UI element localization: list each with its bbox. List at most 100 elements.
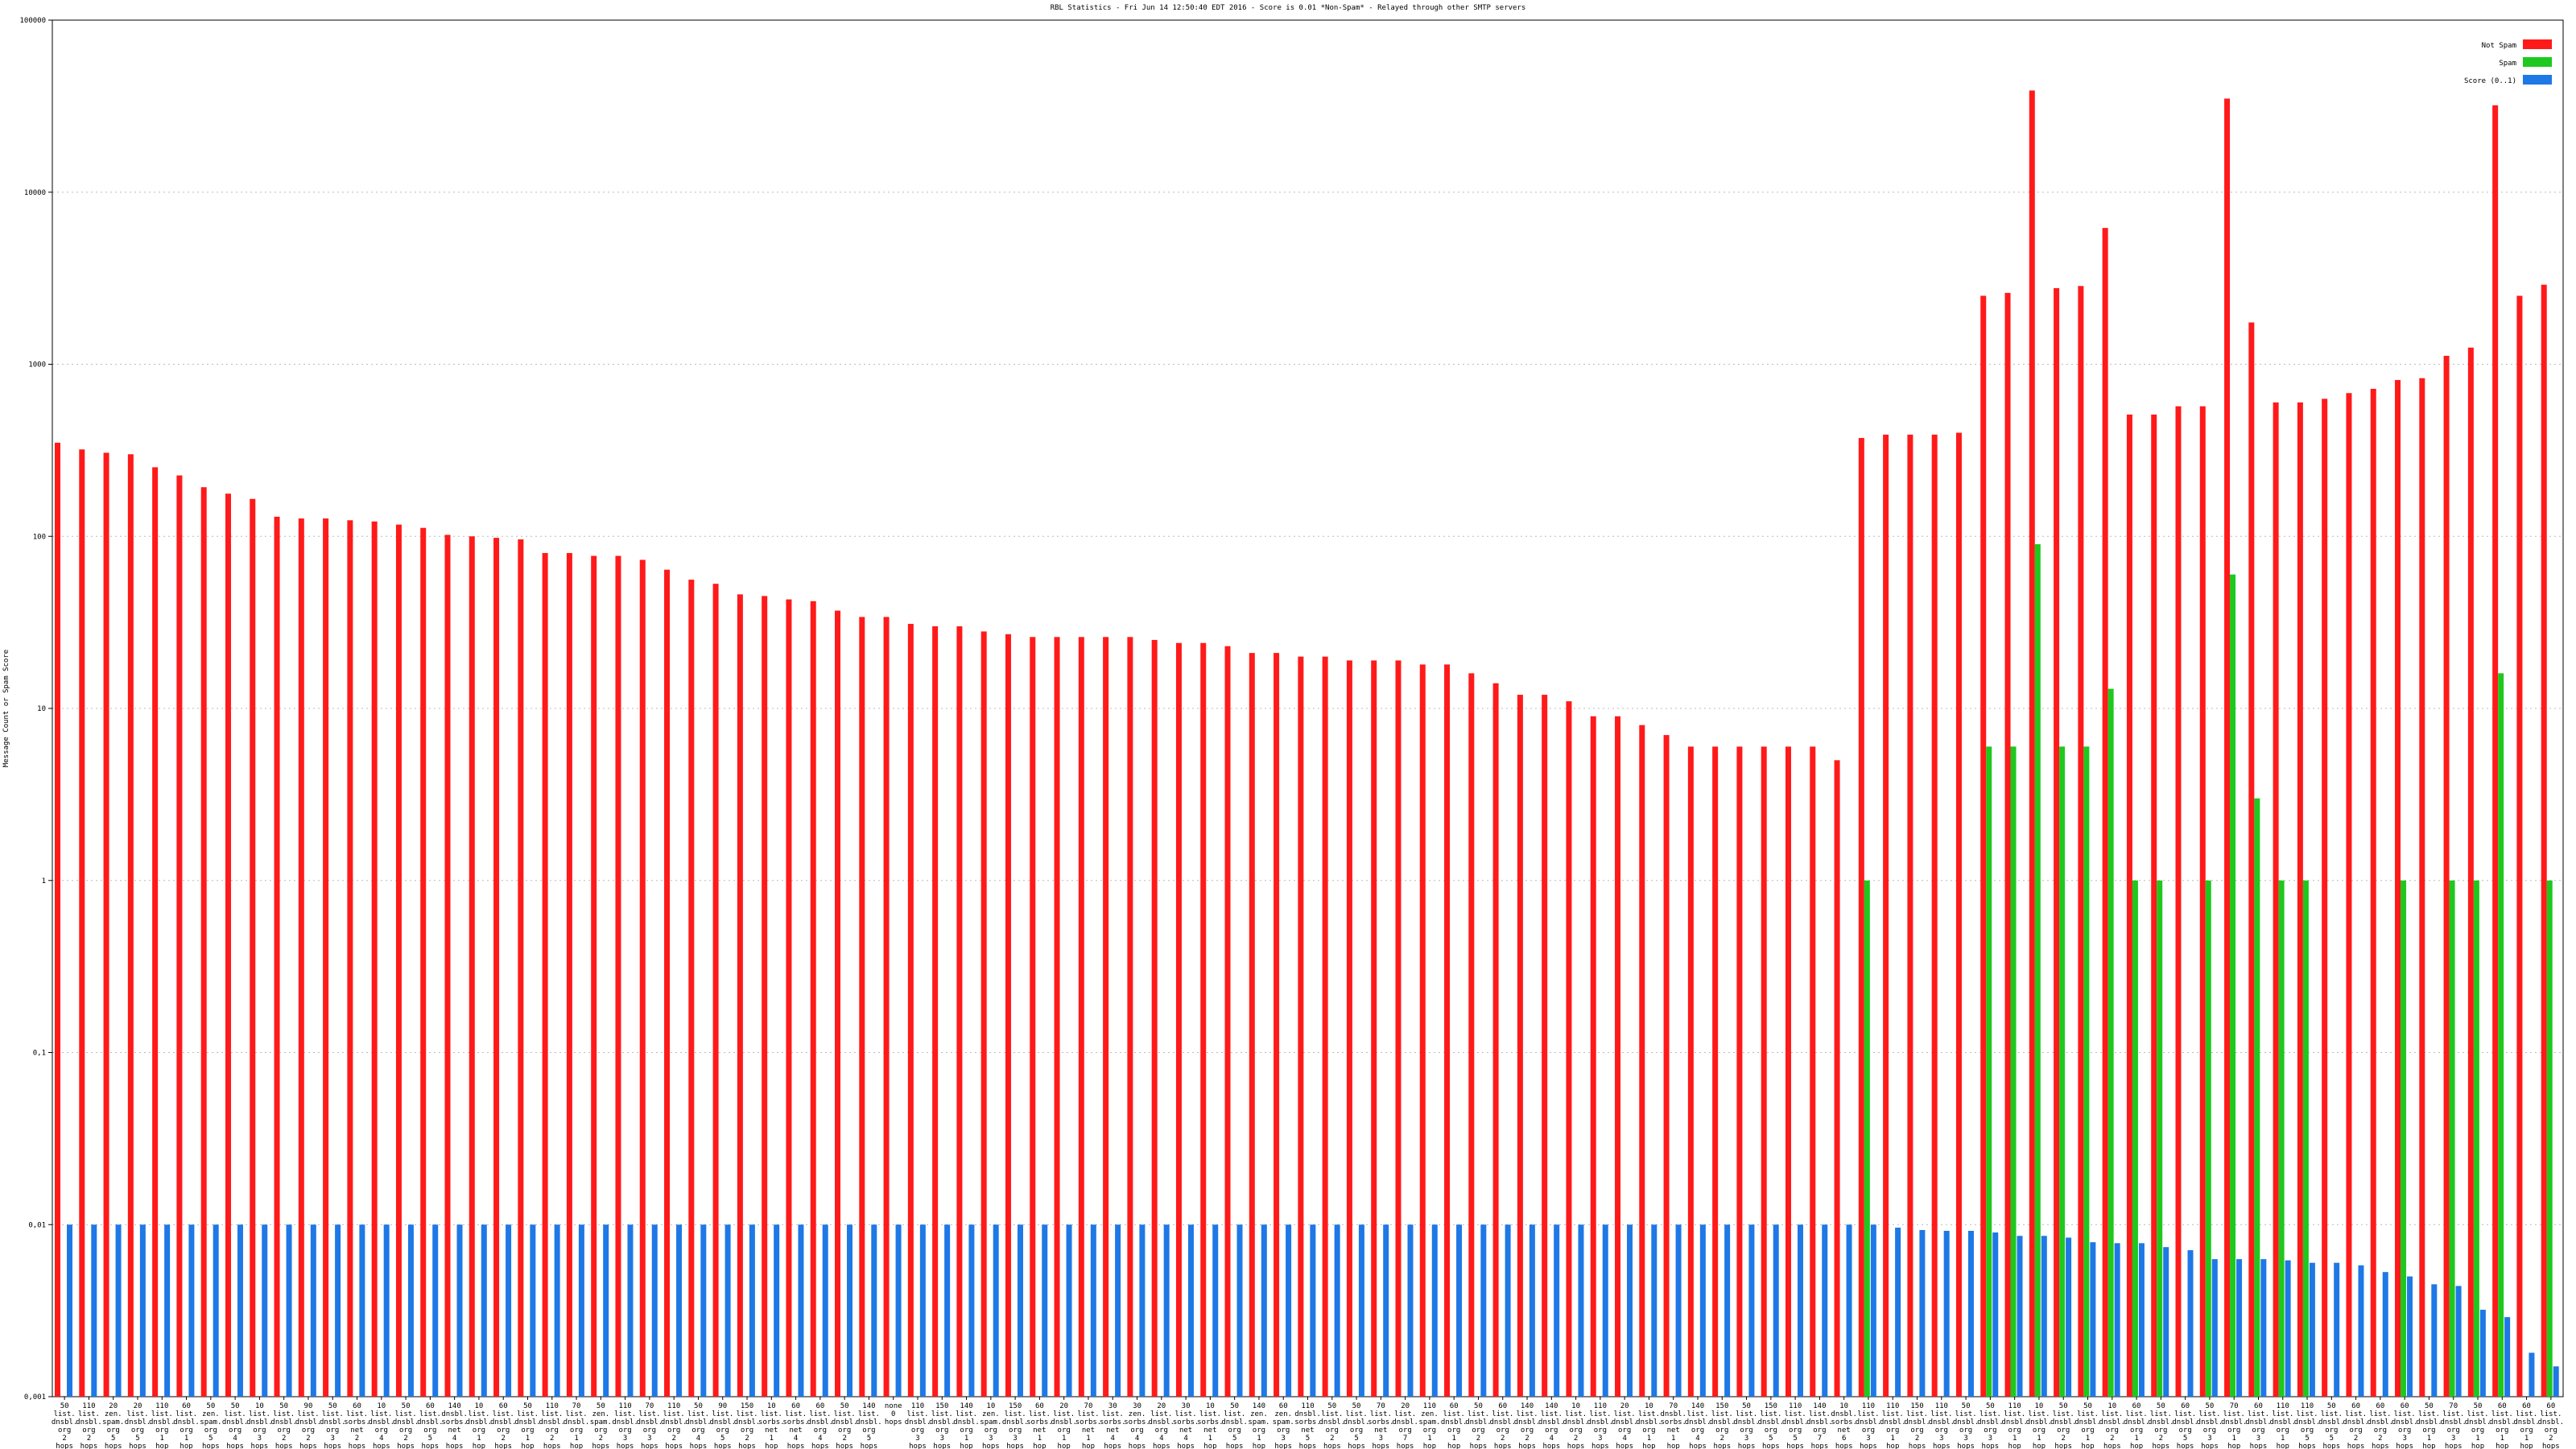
bar xyxy=(1955,432,1962,1397)
bar xyxy=(323,518,329,1397)
x-tick-label: 70 list. dnsbl. org 1 hop xyxy=(564,1402,590,1449)
x-tick-label: 10 zen. spam. org 3 hops xyxy=(980,1402,1001,1449)
bar xyxy=(1615,716,1621,1397)
bar xyxy=(1883,434,1889,1397)
bar xyxy=(1590,716,1596,1397)
bar xyxy=(2114,1243,2120,1397)
bar xyxy=(1236,1224,1243,1397)
bar xyxy=(2401,880,2407,1397)
bar xyxy=(2138,1243,2145,1397)
x-tick-label: 50 list. dnsbl. org 2 hops xyxy=(2148,1402,2174,1449)
x-tick-label: 10 list. dnsbl. org 2 hops xyxy=(1563,1402,1589,1449)
x-tick-label: 60 list. dnsbl. org 3 hops xyxy=(2392,1402,2418,1449)
x-tick-label: 10 list. dnsbl. org 3 hops xyxy=(246,1402,273,1449)
bar xyxy=(1858,438,1864,1397)
x-tick-label: 20 list. dnsbl. org 4 hops xyxy=(1612,1402,1638,1449)
bar xyxy=(2224,98,2231,1397)
bar xyxy=(262,1224,268,1397)
bar xyxy=(2163,1247,2169,1397)
bar xyxy=(407,1224,414,1397)
x-tick-label: 60 zen. spam. org 3 hops xyxy=(1273,1402,1294,1449)
bar xyxy=(2017,1236,2023,1397)
x-tick-label: 150 list. dnsbl. org 2 hops xyxy=(1904,1402,1930,1449)
bar xyxy=(737,594,743,1397)
x-tick-label: 60 list. sorbs. net 4 hops xyxy=(782,1402,809,1449)
bar xyxy=(2407,1276,2413,1397)
x-tick-label: 50 list. dnsbl. org 2 hops xyxy=(393,1402,419,1449)
bar xyxy=(847,1224,853,1397)
x-tick-label: 50 list. dnsbl. org 1 hop xyxy=(514,1402,541,1449)
bar xyxy=(1773,1224,1779,1397)
bar xyxy=(2553,1366,2559,1397)
x-tick-label: 50 list. dnsbl. org 5 hops xyxy=(1221,1402,1248,1449)
bar xyxy=(1187,1224,1194,1397)
x-tick-label: 20 zen. spam. org 5 hops xyxy=(102,1402,124,1449)
bar xyxy=(1943,1230,1950,1397)
bar xyxy=(1931,434,1938,1397)
x-tick-label: 50 zen. spam. org 5 hops xyxy=(200,1402,221,1449)
bar xyxy=(895,1224,902,1397)
x-tick-label: 50 list. dnsbl. org 5 hops xyxy=(2318,1402,2345,1449)
x-tick-label: 50 list. dnsbl. org 3 hops xyxy=(2197,1402,2223,1449)
bar xyxy=(1602,1224,1608,1397)
legend-swatch xyxy=(2523,39,2552,49)
bar xyxy=(1542,695,1548,1397)
bar xyxy=(1810,746,1816,1397)
bar xyxy=(91,1224,97,1397)
x-tick-label: 60 list. dnsbl. org 5 hops xyxy=(417,1402,444,1449)
bar xyxy=(1175,642,1182,1397)
x-tick-label: 140 dnsbl. sorbs. net 4 hops xyxy=(441,1402,468,1449)
bar xyxy=(103,452,109,1397)
bar xyxy=(1797,1224,1803,1397)
x-tick-label: 60 list. dnsbl. org 4 hops xyxy=(807,1402,834,1449)
x-tick-label: 110 list. dnsbl. org 5 hops xyxy=(2294,1402,2321,1449)
y-tick-label: 10 xyxy=(37,705,46,713)
x-tick-label: 60 list. dnsbl. org 1 hop xyxy=(173,1402,200,1449)
bar xyxy=(1139,1224,1146,1397)
x-tick-label: 140 list. dnsbl. org 2 hops xyxy=(1514,1402,1541,1449)
bar xyxy=(2254,798,2260,1397)
bar xyxy=(1870,1224,1876,1397)
bar xyxy=(1066,1224,1072,1397)
bar xyxy=(1310,1224,1316,1397)
bar xyxy=(1967,1230,1974,1397)
bar xyxy=(566,552,572,1397)
y-tick-label: 0,1 xyxy=(33,1050,46,1058)
x-tick-label: 20 list. dnsbl. org 1 hop xyxy=(1051,1402,1077,1449)
bar xyxy=(2059,746,2066,1397)
bar xyxy=(1895,1228,1901,1397)
x-tick-label: 140 list. dnsbl. org 1 hop xyxy=(953,1402,980,1449)
bar xyxy=(1078,637,1084,1397)
bar xyxy=(1785,746,1791,1397)
bar xyxy=(2175,406,2182,1397)
x-tick-label: 110 list. dnsbl. org 1 hop xyxy=(2270,1402,2297,1449)
legend-swatch xyxy=(2523,75,2552,85)
bar xyxy=(2248,322,2255,1397)
x-tick-label: 150 list. dnsbl. org 3 hops xyxy=(929,1402,956,1449)
bar xyxy=(2205,880,2211,1397)
bar xyxy=(1748,1224,1755,1397)
x-tick-label: 50 list. dnsbl. org 2 hops xyxy=(832,1402,858,1449)
x-tick-label: 70 list. dnsbl. org 3 hops xyxy=(2440,1402,2467,1449)
bar xyxy=(919,1224,926,1397)
bar xyxy=(237,1224,243,1397)
x-tick-label: 50 list. dnsbl. org 4 hops xyxy=(222,1402,249,1449)
x-tick-label: 50 list. dnsbl. org 3 hops xyxy=(320,1402,346,1449)
bar xyxy=(250,498,256,1397)
bar xyxy=(2004,292,2011,1397)
bar xyxy=(1090,1224,1096,1397)
x-tick-label: 110 list. dnsbl. org 2 hops xyxy=(76,1402,102,1449)
bar xyxy=(980,631,987,1397)
bar xyxy=(67,1224,72,1397)
x-tick-label: 30 zen. sorbs. org 4 hops xyxy=(1124,1402,1150,1449)
bar xyxy=(444,535,451,1397)
bar xyxy=(1578,1224,1584,1397)
x-tick-label: 110 list. dnsbl. org 3 hops xyxy=(1587,1402,1614,1449)
x-tick-label: 60 list. dnsbl. org 5 hops xyxy=(2172,1402,2198,1449)
bar xyxy=(1419,664,1426,1397)
x-tick-label: 50 list. dnsbl. org 2 hops xyxy=(2050,1402,2077,1449)
bar xyxy=(2107,688,2114,1397)
y-tick-label: 100000 xyxy=(19,17,46,25)
bar xyxy=(1163,1224,1170,1397)
bar xyxy=(1030,637,1036,1397)
